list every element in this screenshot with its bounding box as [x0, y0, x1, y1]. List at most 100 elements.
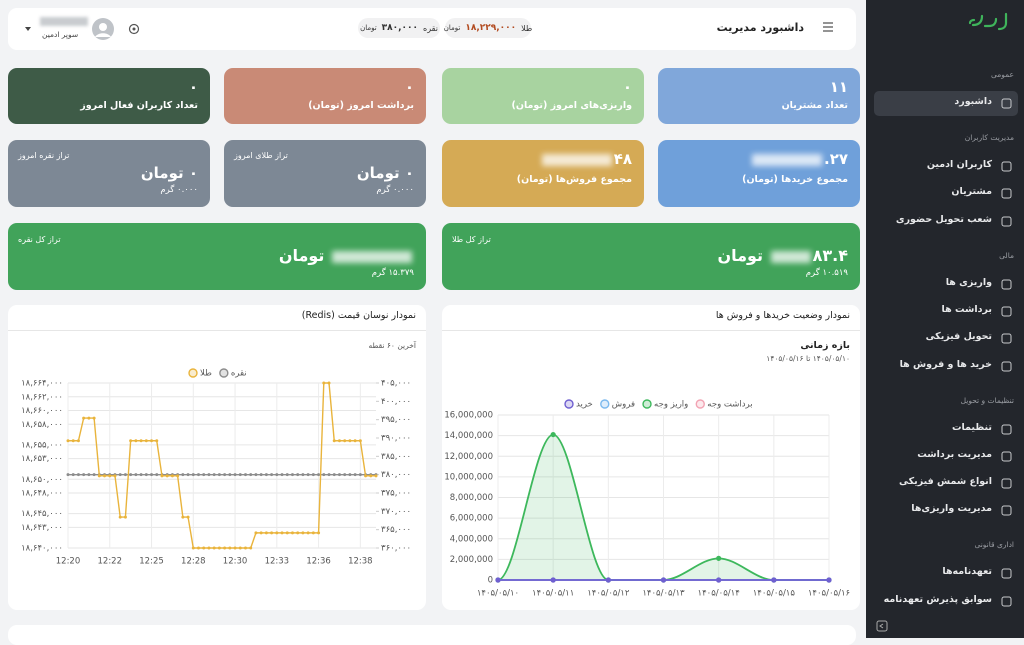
- total-label: مجموع خریدها (تومان): [742, 174, 848, 185]
- data-point: [337, 473, 341, 477]
- data-point: [76, 439, 80, 443]
- balance-card: تراز نقره امروز ۰ تومان ۰.۰۰۰ گرم: [8, 140, 210, 207]
- user-dropdown[interactable]: [24, 25, 32, 33]
- total-value: ۲۷.: [823, 150, 848, 168]
- legend-marker: [188, 368, 198, 378]
- menu-icon[interactable]: [822, 21, 834, 33]
- menu-item[interactable]: واریزی ها: [945, 276, 992, 288]
- data-point: [254, 531, 258, 535]
- chart-subtitle: آخرین ۶۰ نقطه: [368, 341, 416, 350]
- y-tick-label: 8,000,000: [450, 493, 493, 503]
- data-point: [249, 473, 253, 477]
- overall-grams: ۱۵.۳۷۹ گرم: [371, 268, 414, 278]
- data-point: [358, 439, 362, 443]
- data-point: [264, 531, 268, 535]
- y-tick-label: ۱۸,۶۴۰,۰۰۰: [21, 544, 63, 554]
- page-title: داشبورد مدیریت: [716, 21, 804, 34]
- top-bar: داشبورد مدیریت طلا ۱۸,۲۲۹,۰۰۰ تومان نقره…: [8, 8, 856, 50]
- menu-item[interactable]: مشتریان: [951, 186, 992, 198]
- menu-item[interactable]: تنظیمات: [951, 421, 992, 433]
- data-point: [155, 439, 159, 443]
- data-point: [76, 473, 80, 477]
- data-point: [716, 577, 722, 583]
- data-point: [327, 381, 331, 385]
- menu-item[interactable]: کاربران ادمین: [926, 159, 992, 170]
- legend-label: طلا: [200, 369, 212, 379]
- data-point: [296, 531, 300, 535]
- menu-item[interactable]: مدیریت واریزی‌ها: [911, 503, 992, 515]
- legend-label: برداشت وجه: [707, 400, 752, 410]
- data-point: [139, 439, 143, 443]
- avatar[interactable]: [92, 18, 114, 40]
- data-point: [129, 473, 133, 477]
- gold-unit: تومان: [443, 24, 461, 32]
- data-point: [280, 473, 284, 477]
- menu-item[interactable]: داشبورد: [954, 96, 992, 107]
- y-tick-label: 6,000,000: [450, 514, 493, 524]
- user-role: سوپر ادمین: [42, 30, 79, 39]
- settings-icon[interactable]: [128, 23, 140, 35]
- data-point: [82, 416, 86, 420]
- menu-item[interactable]: برداشت ها: [941, 303, 992, 315]
- data-point: [771, 577, 777, 583]
- data-point: [290, 473, 294, 477]
- y-tick-label: ۱۸,۶۶۲,۰۰۰: [21, 392, 63, 402]
- section-title: مدیریت کاربران: [964, 133, 1014, 142]
- data-point: [113, 474, 117, 478]
- data-point: [275, 531, 279, 535]
- y-tick-label: ۱۸,۶۵۵,۰۰۰: [21, 440, 63, 450]
- data-point: [71, 473, 75, 477]
- data-point: [191, 546, 195, 550]
- data-point: [144, 439, 148, 443]
- silver-price-pill: نقره ۳۸۰,۰۰۰ تومان: [358, 18, 440, 38]
- stat-card: ۰ تعداد کاربران فعال امروز: [8, 68, 210, 124]
- menu-icon: [1001, 333, 1012, 344]
- data-point: [155, 473, 159, 477]
- menu-item[interactable]: شعب تحویل حضوری: [895, 213, 992, 225]
- silver-price: ۳۸۰,۰۰۰: [381, 23, 419, 33]
- hidden-digits: [770, 250, 811, 263]
- y-tick-label: ۳۸۵,۰۰۰: [381, 452, 411, 462]
- menu-icon: [1001, 424, 1012, 434]
- menu-item[interactable]: انواع شمش فیزیکی: [899, 476, 992, 488]
- gold-label: طلا: [521, 23, 533, 33]
- data-point: [191, 473, 195, 477]
- section-title: مالی: [999, 250, 1014, 260]
- y-tick-label: ۳۷۵,۰۰۰: [381, 489, 411, 499]
- data-point: [290, 531, 294, 535]
- gold-price: ۱۸,۲۲۹,۰۰۰: [465, 23, 517, 33]
- stat-value: ۱۱: [829, 78, 848, 96]
- menu-item[interactable]: سوابق پذیرش تعهدنامه: [883, 593, 992, 605]
- menu-item[interactable]: تحویل فیزیکی: [925, 331, 992, 343]
- menu-item[interactable]: خرید ها و فروش ها: [899, 358, 992, 370]
- legend-marker: [642, 399, 652, 409]
- menu-item[interactable]: تعهدنامه‌ها: [942, 566, 992, 578]
- menu-icon: [1001, 306, 1012, 317]
- divider: [442, 330, 860, 331]
- data-point: [212, 473, 216, 477]
- data-point: [550, 577, 556, 583]
- y-tick-label: ۴۰۵,۰۰۰: [381, 379, 411, 389]
- data-point: [186, 473, 190, 477]
- data-point: [374, 474, 378, 478]
- data-point: [92, 416, 96, 420]
- series-area: [498, 434, 829, 580]
- legend-marker: [219, 368, 229, 378]
- data-point: [322, 473, 326, 477]
- data-point: [285, 473, 289, 477]
- data-point: [275, 473, 279, 477]
- data-point: [197, 546, 201, 550]
- balance-value: ۰ تومان: [140, 164, 198, 182]
- data-point: [87, 473, 91, 477]
- data-point: [353, 439, 357, 443]
- data-point: [217, 546, 221, 550]
- data-point: [150, 439, 154, 443]
- x-tick-label: 12:20: [56, 557, 81, 567]
- menu-item[interactable]: مدیریت برداشت: [917, 448, 992, 460]
- data-point: [108, 474, 112, 478]
- menu-icon: [1001, 478, 1012, 489]
- collapse-button[interactable]: [876, 620, 888, 632]
- menu-icon: [1001, 451, 1012, 462]
- logo: [968, 12, 1008, 31]
- legend-label: نقره: [231, 369, 247, 379]
